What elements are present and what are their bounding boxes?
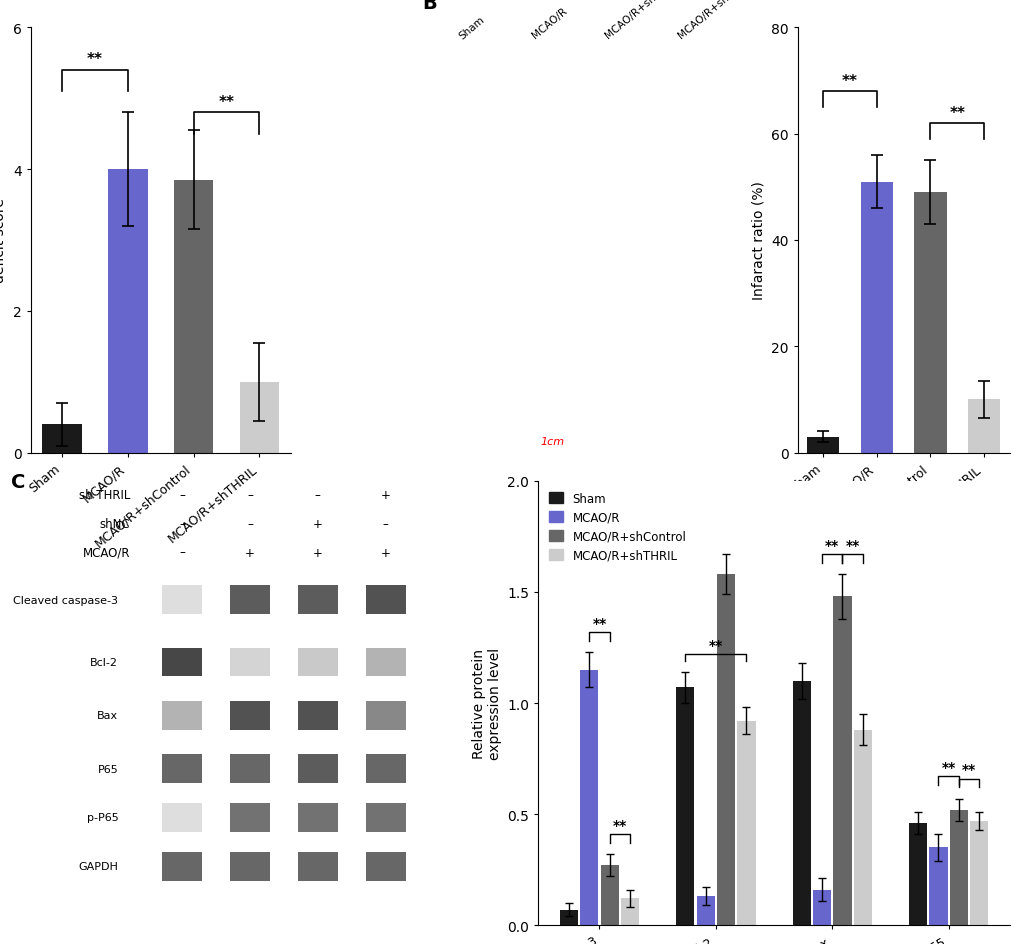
Bar	[230, 754, 270, 784]
Bar	[108, 170, 148, 453]
Text: **: **	[218, 94, 234, 110]
Bar	[230, 701, 270, 730]
Text: 1cm: 1cm	[540, 437, 565, 447]
Text: –: –	[247, 517, 253, 531]
Text: **: **	[949, 107, 964, 121]
Bar	[853, 730, 871, 925]
Text: **: **	[961, 763, 975, 777]
Bar	[162, 585, 202, 615]
Text: +: +	[245, 546, 255, 559]
Bar	[716, 575, 735, 925]
Bar	[366, 851, 406, 881]
Bar	[366, 803, 406, 832]
Bar	[812, 889, 830, 925]
Legend: Sham, MCAO/R, MCAO/R+shControl, MCAO/R+shTHRIL: Sham, MCAO/R, MCAO/R+shControl, MCAO/R+s…	[544, 487, 691, 566]
Text: sh THRIL: sh THRIL	[78, 488, 130, 501]
Text: –: –	[179, 517, 185, 531]
Bar	[162, 701, 202, 730]
Text: p-P65: p-P65	[87, 813, 118, 822]
Text: MCAO/R: MCAO/R	[83, 546, 130, 559]
Bar	[162, 754, 202, 784]
Bar	[969, 821, 987, 925]
Bar	[737, 721, 755, 925]
Text: **: **	[941, 760, 955, 774]
Text: P65: P65	[98, 764, 118, 774]
Text: Bax: Bax	[97, 711, 118, 720]
Text: **: **	[708, 638, 722, 652]
Bar	[366, 701, 406, 730]
Text: **: **	[592, 616, 606, 630]
Text: Cleaved caspase-3: Cleaved caspase-3	[13, 595, 118, 605]
Text: –: –	[179, 546, 185, 559]
Bar	[621, 899, 639, 925]
Bar	[43, 425, 82, 453]
Bar	[580, 670, 598, 925]
Text: +: +	[313, 546, 322, 559]
Bar	[860, 182, 892, 453]
Text: **: **	[87, 52, 103, 67]
Text: **: **	[842, 75, 857, 90]
Text: –: –	[179, 488, 185, 501]
Bar	[913, 193, 946, 453]
Y-axis label: Relative protein
expression level: Relative protein expression level	[471, 648, 501, 759]
Y-axis label: Neurological
deficit score: Neurological deficit score	[0, 197, 7, 284]
Text: B: B	[422, 0, 436, 13]
Bar	[298, 585, 337, 615]
Text: +: +	[313, 517, 322, 531]
Text: GAPDH: GAPDH	[78, 861, 118, 871]
Bar	[230, 851, 270, 881]
Text: +: +	[380, 546, 390, 559]
Text: **: **	[824, 538, 839, 552]
Text: C: C	[10, 473, 25, 492]
Bar	[967, 400, 1000, 453]
Bar	[366, 648, 406, 677]
Bar	[162, 803, 202, 832]
Text: **: **	[612, 818, 627, 832]
Bar	[949, 810, 967, 925]
Bar	[366, 754, 406, 784]
Bar	[600, 866, 619, 925]
Bar	[908, 823, 926, 925]
Bar	[928, 848, 947, 925]
Bar	[366, 585, 406, 615]
Bar	[298, 803, 337, 832]
Bar	[806, 437, 839, 453]
Bar	[230, 648, 270, 677]
Bar	[230, 803, 270, 832]
Text: –: –	[315, 488, 320, 501]
Bar	[174, 180, 213, 453]
Text: –: –	[247, 488, 253, 501]
Bar	[676, 688, 694, 925]
Bar	[559, 910, 578, 925]
Bar	[298, 851, 337, 881]
Bar	[239, 382, 279, 453]
Text: Sham: Sham	[458, 14, 486, 41]
Bar	[696, 896, 714, 925]
Text: **: **	[845, 538, 859, 552]
Bar	[162, 851, 202, 881]
Text: MCAO/R+shTHRIL: MCAO/R+shTHRIL	[676, 0, 753, 41]
Bar	[298, 648, 337, 677]
Text: MCAO/R: MCAO/R	[530, 7, 569, 41]
Bar	[833, 597, 851, 925]
Bar	[162, 648, 202, 677]
Text: shNC: shNC	[100, 517, 130, 531]
Text: Bcl-2: Bcl-2	[91, 657, 118, 667]
Bar	[792, 682, 810, 925]
Y-axis label: Infaract ratio (%): Infaract ratio (%)	[751, 181, 764, 300]
Text: MCAO/R+shControl: MCAO/R+shControl	[602, 0, 686, 41]
Bar	[298, 701, 337, 730]
Text: +: +	[380, 488, 390, 501]
Text: –: –	[382, 517, 388, 531]
Bar	[230, 585, 270, 615]
Bar	[298, 754, 337, 784]
